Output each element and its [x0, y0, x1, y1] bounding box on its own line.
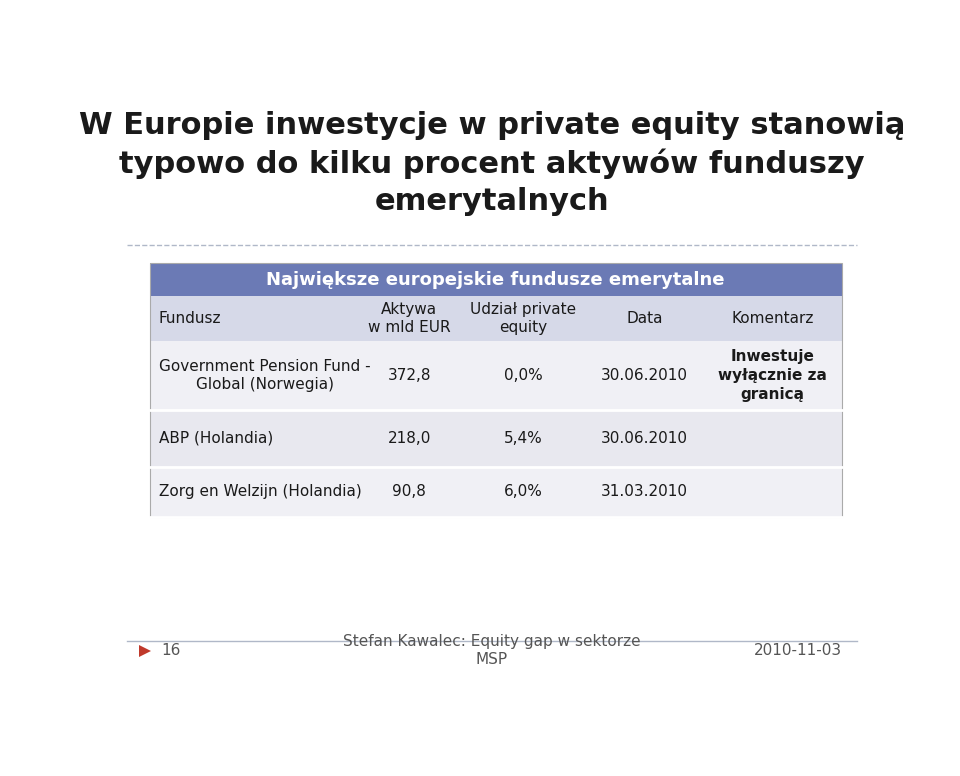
Text: 5,4%: 5,4%	[504, 431, 542, 445]
Text: W Europie inwestycje w private equity stanowią
typowo do kilku procent aktywów f: W Europie inwestycje w private equity st…	[79, 111, 905, 217]
Text: 218,0: 218,0	[388, 431, 431, 445]
Text: 16: 16	[161, 643, 180, 658]
Text: Aktywa
w mld EUR: Aktywa w mld EUR	[368, 302, 450, 335]
Text: Data: Data	[626, 311, 662, 326]
Text: Inwestuje
wyłącznie za
granicą: Inwestuje wyłącznie za granicą	[718, 349, 827, 401]
Text: 2010-11-03: 2010-11-03	[754, 643, 842, 658]
Text: Największe europejskie fundusze emerytalne: Największe europejskie fundusze emerytal…	[267, 271, 725, 289]
Text: 372,8: 372,8	[388, 368, 431, 383]
Text: Zorg en Welzijn (Holandia): Zorg en Welzijn (Holandia)	[158, 484, 361, 500]
Text: ABP (Holandia): ABP (Holandia)	[158, 431, 273, 445]
Text: Government Pension Fund -
Global (Norwegia): Government Pension Fund - Global (Norweg…	[158, 359, 371, 392]
Text: 30.06.2010: 30.06.2010	[601, 431, 688, 445]
Text: 0,0%: 0,0%	[504, 368, 542, 383]
Text: 30.06.2010: 30.06.2010	[601, 368, 688, 383]
Bar	[150, 263, 842, 296]
Text: 90,8: 90,8	[393, 484, 426, 500]
Bar	[150, 410, 842, 466]
Text: Komentarz: Komentarz	[732, 311, 814, 326]
Text: Stefan Kawalec: Equity gap w sektorze
MSP: Stefan Kawalec: Equity gap w sektorze MS…	[343, 635, 641, 667]
Bar	[150, 296, 842, 341]
Text: 31.03.2010: 31.03.2010	[601, 484, 688, 500]
Text: Udział private
equity: Udział private equity	[470, 302, 576, 335]
Text: Fundusz: Fundusz	[158, 311, 221, 326]
Text: 6,0%: 6,0%	[504, 484, 542, 500]
Bar	[150, 466, 842, 518]
